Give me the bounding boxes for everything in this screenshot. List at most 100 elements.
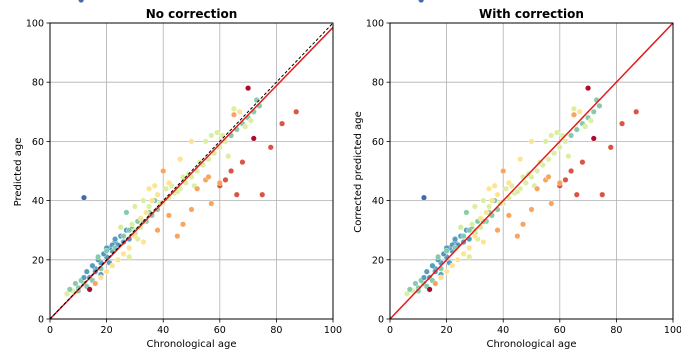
data-point	[633, 108, 640, 115]
data-point	[486, 185, 493, 192]
tick-labels: 0 20 40 60 80 100 0 20 40 60 80 100	[366, 19, 681, 337]
y-tick-label: 20	[32, 255, 44, 266]
data-point	[562, 176, 569, 183]
data-point	[590, 135, 597, 142]
panel-no-correction: No correction Chronological age Predicte…	[13, 0, 342, 350]
data-point	[140, 197, 147, 204]
y-tick-label: 40	[32, 196, 44, 207]
data-point	[454, 256, 461, 263]
data-point	[123, 209, 130, 216]
data-point	[180, 221, 187, 228]
data-point	[551, 150, 558, 157]
data-point	[435, 253, 442, 260]
data-point	[233, 191, 240, 198]
data-point	[522, 179, 529, 186]
data-point	[534, 167, 541, 174]
data-point	[245, 85, 252, 92]
data-point	[412, 280, 419, 287]
data-point	[117, 224, 124, 231]
data-point	[477, 215, 484, 222]
data-point	[205, 173, 212, 180]
y-tick-label: 0	[38, 315, 44, 326]
data-point	[148, 197, 155, 204]
plot-frame	[389, 22, 674, 320]
data-point	[208, 200, 215, 207]
data-point	[460, 233, 467, 240]
data-point	[545, 173, 552, 180]
data-point	[528, 138, 535, 145]
data-point	[114, 256, 121, 263]
data-point	[92, 280, 99, 287]
data-point	[293, 108, 300, 115]
x-tick-label: 20	[101, 325, 113, 336]
scatter-points	[63, 0, 300, 297]
data-point	[247, 117, 254, 124]
data-point	[443, 268, 450, 275]
x-tick-label: 100	[664, 325, 681, 336]
data-point	[131, 203, 138, 210]
data-point	[573, 126, 580, 133]
x-tick-label: 60	[214, 325, 226, 336]
data-point	[449, 262, 456, 269]
data-point	[225, 153, 232, 160]
plot-frame	[49, 22, 334, 320]
data-point	[194, 185, 201, 192]
data-point	[466, 253, 473, 260]
data-point	[553, 129, 560, 136]
data-point	[514, 188, 521, 195]
y-tick-label: 100	[366, 19, 384, 30]
data-point	[250, 135, 257, 142]
data-point	[582, 123, 589, 130]
y-axis-label: Corrected predicted age	[353, 111, 364, 232]
data-point	[486, 203, 493, 210]
data-point	[443, 247, 450, 254]
data-point	[452, 236, 459, 243]
y-tick-label: 60	[372, 137, 384, 148]
data-point	[146, 203, 153, 210]
y-tick-label: 0	[378, 315, 384, 326]
y-tick-label: 80	[372, 78, 384, 89]
data-point	[471, 233, 478, 240]
data-point	[494, 227, 501, 234]
data-point	[131, 233, 138, 240]
data-point	[80, 194, 87, 201]
scatter-points	[403, 0, 640, 297]
data-point	[109, 262, 116, 269]
x-tick-label: 60	[554, 325, 566, 336]
data-point	[202, 138, 209, 145]
data-point	[565, 153, 572, 160]
data-point	[129, 221, 136, 228]
data-point	[126, 227, 133, 234]
data-point	[548, 132, 555, 139]
data-point	[556, 144, 563, 151]
data-point	[599, 191, 606, 198]
data-point	[619, 120, 626, 127]
data-point	[137, 215, 144, 222]
data-point	[78, 0, 85, 3]
data-point	[556, 179, 563, 186]
data-point	[80, 274, 87, 281]
data-point	[576, 108, 583, 115]
data-point	[548, 200, 555, 207]
data-point	[607, 144, 614, 151]
data-point	[457, 224, 464, 231]
data-point	[126, 253, 133, 260]
data-point	[463, 209, 470, 216]
data-point	[143, 209, 150, 216]
data-point	[165, 212, 172, 219]
reference-lines	[389, 22, 674, 320]
data-point	[112, 236, 119, 243]
data-point	[528, 206, 535, 213]
data-point	[403, 290, 410, 297]
y-tick-label: 60	[32, 137, 44, 148]
x-tick-label: 0	[47, 325, 53, 336]
data-point	[432, 280, 439, 287]
data-point	[239, 159, 246, 166]
data-point	[253, 96, 260, 103]
data-point	[415, 287, 422, 294]
data-point	[230, 105, 237, 112]
x-axis-label: Chronological age	[486, 339, 576, 350]
data-point	[505, 212, 512, 219]
data-point	[267, 144, 274, 151]
data-point	[236, 108, 243, 115]
